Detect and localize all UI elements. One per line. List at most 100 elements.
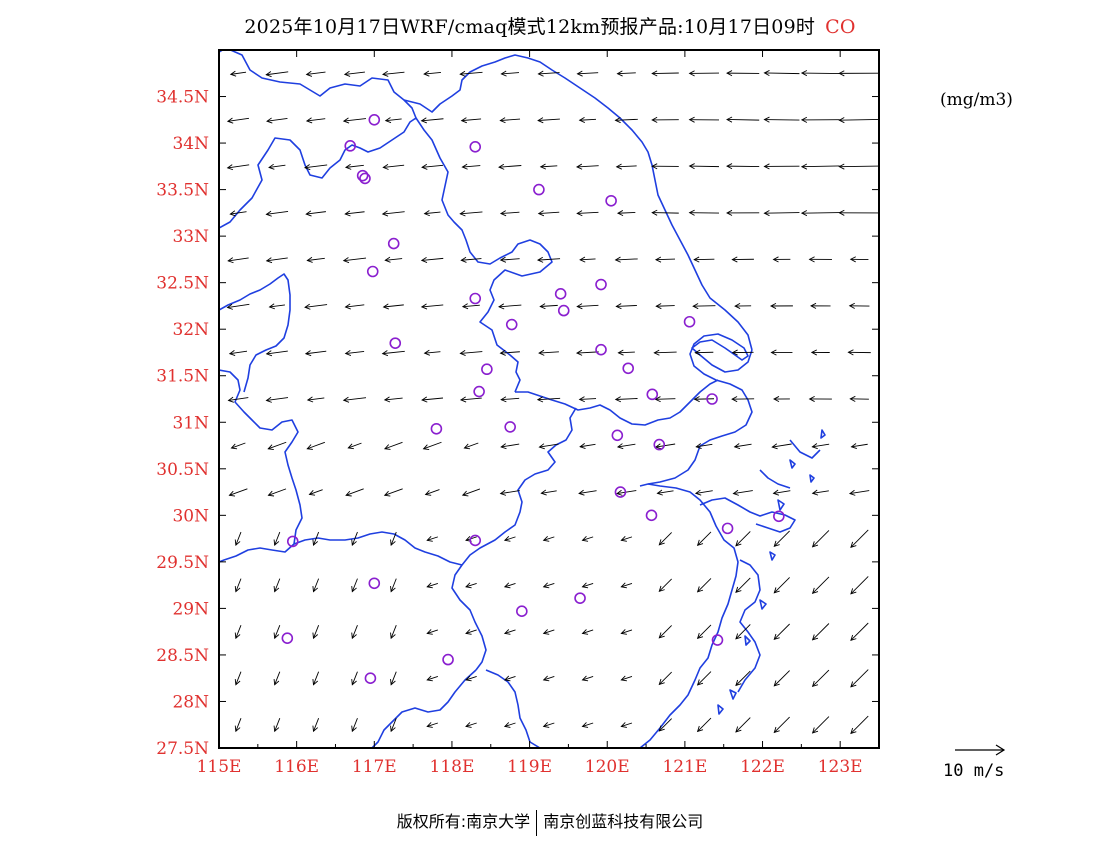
wind-arrow <box>422 441 442 450</box>
wind-arrow <box>694 349 714 356</box>
lon-tick-label: 121E <box>662 757 707 777</box>
wind-arrow <box>273 531 281 547</box>
wind-arrow <box>656 489 674 496</box>
wind-arrow <box>503 535 516 542</box>
station-marker <box>366 265 379 278</box>
wind-arrow <box>460 117 482 124</box>
station-marker <box>646 388 659 401</box>
wind-arrow <box>382 163 405 170</box>
boundary-jiangxi-north <box>293 531 463 566</box>
wind-arrow <box>693 256 715 263</box>
wind-arrow <box>268 303 285 310</box>
wind-arrow <box>763 210 800 217</box>
lat-tick-label: 28.5N <box>156 646 209 666</box>
boundary-jiangsu-north <box>403 54 753 351</box>
lat-tick-label: 28N <box>172 692 209 712</box>
wind-arrow <box>382 70 405 77</box>
lat-tick-label: 29.5N <box>156 553 209 573</box>
lat-tick-label: 30N <box>172 506 209 526</box>
wind-arrow <box>461 488 481 497</box>
wind-arrow <box>763 163 800 170</box>
wind-arrow <box>465 582 477 589</box>
wind-arrow <box>696 578 712 593</box>
wind-arrow <box>459 70 483 77</box>
wind-arrow <box>461 163 481 170</box>
wind-arrow <box>542 582 555 589</box>
boundary-anhui-north <box>219 117 553 393</box>
wind-arrow <box>696 717 712 733</box>
wind-arrow <box>503 582 516 589</box>
wind-arrow <box>308 489 323 496</box>
wind-arrow <box>692 303 716 310</box>
lat-tick-label: 33.5N <box>156 181 209 201</box>
boundary-jiangsu-south <box>515 379 719 426</box>
boundary-anhui-hubei <box>219 273 291 393</box>
wind-arrow <box>763 116 800 123</box>
wind-arrow <box>500 443 520 450</box>
station-marker <box>430 422 443 435</box>
wind-arrow <box>228 350 248 356</box>
wind-arrow <box>578 116 597 123</box>
wind-arrow <box>811 623 830 641</box>
wind-arrow <box>616 443 636 450</box>
lat-tick-label: 34.5N <box>156 88 209 108</box>
wind-arrow <box>351 718 358 733</box>
wind-arrow <box>771 443 792 450</box>
wind-arrow <box>390 624 397 640</box>
wind-arrow <box>726 209 760 216</box>
station-marker <box>653 438 666 451</box>
station-marker <box>516 605 528 617</box>
boundary-jiangsu-shandong <box>219 50 417 119</box>
wind-arrow <box>234 718 242 733</box>
lat-tick-label: 27.5N <box>156 739 209 759</box>
wind-arrow <box>808 395 832 402</box>
wind-arrow <box>688 116 719 123</box>
wind-arrow <box>268 163 286 170</box>
lon-tick-label: 120E <box>585 757 630 777</box>
station-marker <box>364 672 377 685</box>
wind-arrow <box>579 443 596 449</box>
wind-arrow <box>654 256 676 263</box>
wind-arrow <box>773 530 790 547</box>
wind-arrow <box>732 489 753 496</box>
wind-arrow <box>769 302 793 309</box>
wind-arrow <box>731 349 754 356</box>
wind-arrow <box>343 70 365 77</box>
station-marker <box>773 510 785 523</box>
wind-arrow <box>696 531 712 546</box>
station-marker <box>469 140 482 153</box>
wind-arrow <box>228 488 248 497</box>
lat-tick-label: 33N <box>172 227 209 247</box>
wind-arrow <box>772 256 791 263</box>
wind-arrow <box>230 442 246 450</box>
province-boundaries <box>219 50 826 748</box>
wind-arrow <box>773 670 790 687</box>
wind-arrow <box>850 622 869 642</box>
wind-arrow <box>503 629 516 635</box>
wind-arrow <box>576 303 599 310</box>
wind-arrow <box>810 302 831 309</box>
wind-arrow <box>773 577 790 594</box>
station-marker <box>359 172 371 185</box>
wind-arrow <box>581 629 594 635</box>
wind-arrow <box>342 257 367 264</box>
wind-arrow <box>658 625 672 639</box>
wind-arrow <box>579 256 596 263</box>
wind-arrow <box>463 442 479 450</box>
wind-arrow <box>537 210 560 217</box>
wind-arrow <box>615 163 637 170</box>
boundary-fujian-zhejiang <box>371 669 477 748</box>
wind-arrow <box>312 671 320 686</box>
lon-tick-label: 122E <box>740 757 785 777</box>
wind-arrow <box>227 396 249 403</box>
wind-arrow <box>539 163 558 170</box>
wind-arrow <box>499 349 520 356</box>
wind-arrow <box>538 443 559 450</box>
wind-arrow <box>384 256 403 263</box>
wind-arrow <box>726 116 760 123</box>
wind-arrow <box>542 722 555 728</box>
station-marker <box>389 337 402 349</box>
wind-arrow <box>620 675 633 682</box>
station-marker <box>706 393 718 405</box>
wind-arrow <box>234 531 242 547</box>
